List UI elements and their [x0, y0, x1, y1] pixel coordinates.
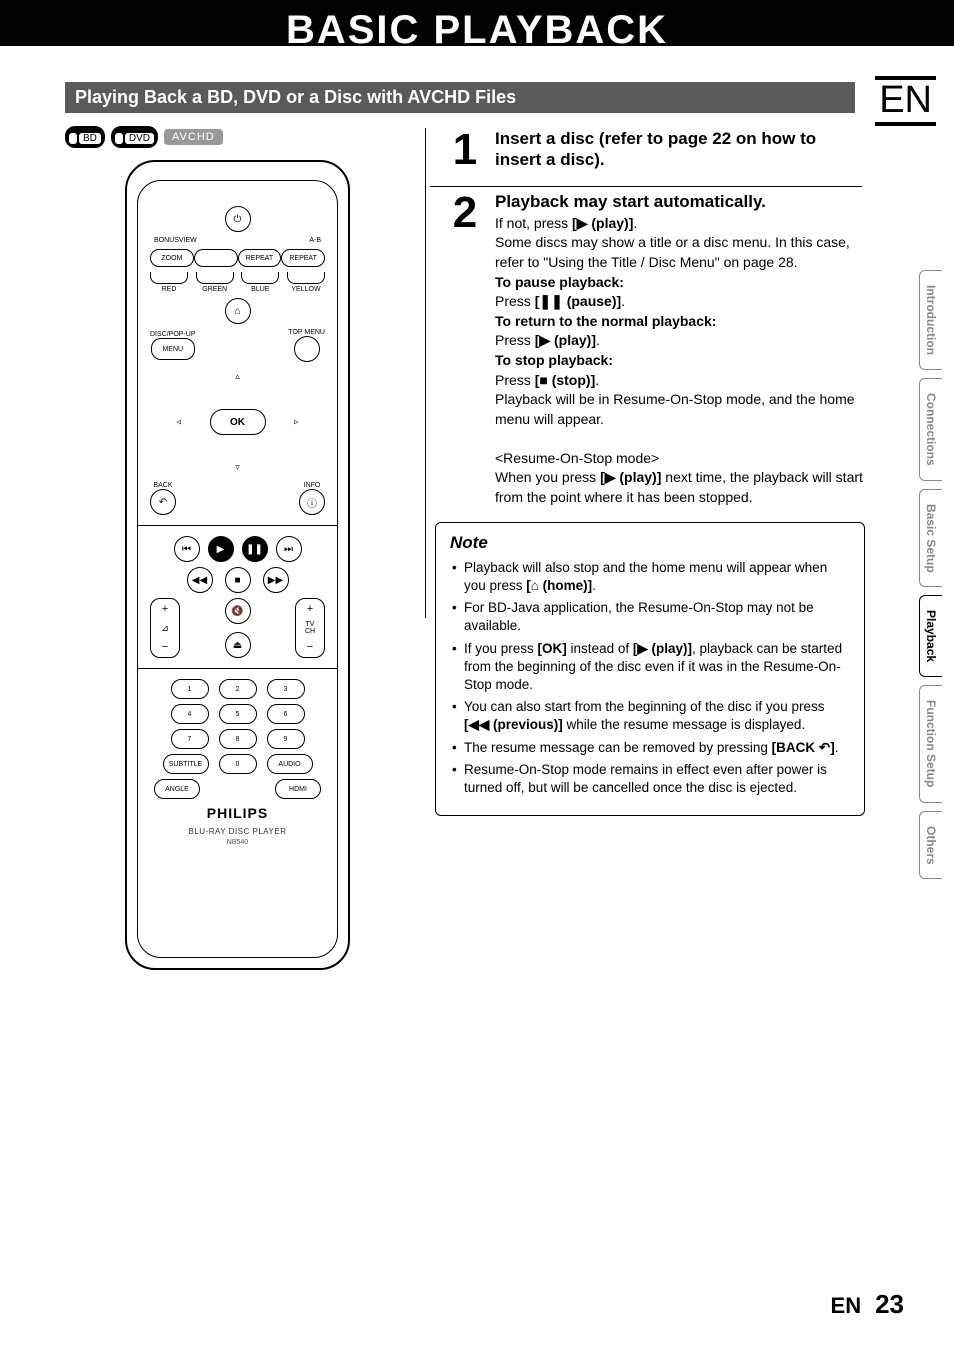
repeat-button: REPEAT [238, 249, 282, 267]
step-1: 1 Insert a disc (refer to page 22 on how… [435, 128, 865, 173]
tab-basic-setup[interactable]: Basic Setup [919, 489, 942, 588]
return-head: To return to the normal playback: [495, 312, 865, 332]
avchd-badge: AVCHD [164, 129, 223, 145]
step-2: 2 Playback may start automatically. If n… [435, 191, 865, 508]
rew-button: ◀◀ [187, 567, 213, 593]
pause-button: ❚❚ [242, 536, 268, 562]
vol-rocker: +⊿− [150, 598, 180, 658]
return-body: Press [▶ (play)]. [495, 331, 865, 351]
footer-lang: EN [831, 1293, 862, 1319]
page-number: 23 [875, 1289, 904, 1320]
power-button: ⏻ [225, 206, 251, 232]
remote-illustration: ⏻ BONUSVIEWA-B ZOOM REPEAT REPEAT RED GR… [125, 160, 350, 970]
language-label: EN [875, 76, 936, 126]
note-box: Note Playback will also stop and the hom… [435, 522, 865, 817]
tab-connections[interactable]: Connections [919, 378, 942, 481]
dvd-badge: DVD [111, 126, 158, 148]
blank-button [194, 249, 238, 267]
remote-model: NB540 [150, 839, 325, 846]
pause-head: To pause playback: [495, 273, 865, 293]
stop-button: ■ [225, 567, 251, 593]
repeat-ab-button: REPEAT [281, 249, 325, 267]
resume-body: When you press [▶ (play)] next time, the… [495, 468, 865, 507]
home-button: ⌂ [225, 298, 251, 324]
ch-rocker: +TV CH− [295, 598, 325, 658]
eject-button: ⏏ [225, 632, 251, 658]
step-number: 1 [435, 128, 495, 173]
prev-button: ⏮ [174, 536, 200, 562]
page-footer: EN 23 [831, 1289, 904, 1320]
step-2-ifnot: If not, press [▶ (play)]. [495, 214, 865, 234]
next-button: ⏭ [276, 536, 302, 562]
note-item: For BD-Java application, the Resume-On-S… [450, 599, 850, 635]
note-item: The resume message can be removed by pre… [450, 739, 850, 757]
remote-subtitle: BLU-RAY DISC PLAYER [150, 827, 325, 836]
side-tabs: Introduction Connections Basic Setup Pla… [919, 270, 942, 879]
play-button: ▶ [208, 536, 234, 562]
zoom-button: ZOOM [150, 249, 194, 267]
stop-head: To stop playback: [495, 351, 865, 371]
stop-after: Playback will be in Resume-On-Stop mode,… [495, 390, 865, 429]
note-item: Resume-On-Stop mode remains in effect ev… [450, 761, 850, 797]
remote-brand: PHILIPS [150, 805, 325, 821]
note-item: Playback will also stop and the home men… [450, 559, 850, 595]
tab-playback[interactable]: Playback [919, 595, 942, 677]
section-title: Playing Back a BD, DVD or a Disc with AV… [65, 82, 855, 113]
nav-ring: ▵▿ ◃▹ OK [173, 367, 303, 477]
pause-body: Press [❚❚ (pause)]. [495, 292, 865, 312]
step-2-line2: Some discs may show a title or a disc me… [495, 233, 865, 272]
instructions-column: 1 Insert a disc (refer to page 22 on how… [435, 128, 865, 816]
mute-button: 🔇 [225, 598, 251, 624]
note-item: If you press [OK] instead of [▶ (play)],… [450, 640, 850, 695]
note-item: You can also start from the beginning of… [450, 698, 850, 734]
step-2-head: Playback may start automatically. [495, 191, 865, 212]
stop-body: Press [■ (stop)]. [495, 371, 865, 391]
step-1-text: Insert a disc (refer to page 22 on how t… [495, 128, 865, 171]
ff-button: ▶▶ [263, 567, 289, 593]
note-title: Note [450, 533, 850, 553]
page-title: BASIC PLAYBACK [0, 8, 954, 53]
bd-badge: BD [65, 126, 105, 148]
vertical-divider [425, 128, 426, 618]
ok-button: OK [210, 409, 266, 435]
format-badges: BD DVD AVCHD [65, 126, 223, 148]
tab-function-setup[interactable]: Function Setup [919, 685, 942, 802]
tab-others[interactable]: Others [919, 811, 942, 880]
resume-head: <Resume-On-Stop mode> [495, 449, 865, 469]
tab-introduction[interactable]: Introduction [919, 270, 942, 370]
step-number: 2 [435, 191, 495, 508]
